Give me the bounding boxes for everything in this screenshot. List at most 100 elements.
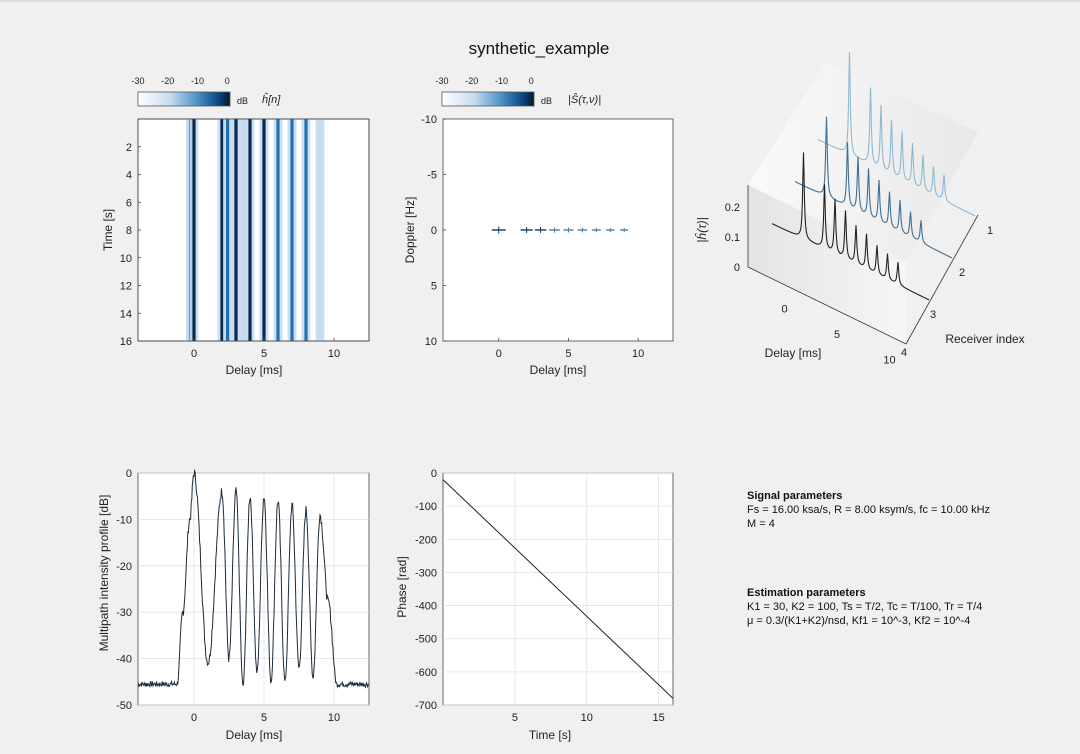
receiver-tick-label: 4 [901,347,907,359]
impulse-image-ylabel: Time [s] [101,209,115,251]
x-tick-label: 0 [191,712,197,724]
y-tick-label: 10 [120,253,132,265]
estimation-parameters-line2: μ = 0.3/(K1+K2)/nsd, Kf1 = 10^-3, Kf2 = … [747,615,970,627]
x-tick-label: 0 [191,348,197,360]
phase-ylabel: Phase [rad] [395,556,409,617]
y-tick-label: -700 [415,700,437,712]
x-tick-label: 10 [328,348,340,360]
delay-stripe [234,119,238,341]
waterfall-series [771,52,976,301]
colorbar-tick-label: -20 [161,76,174,86]
receiver-tick-label: 3 [930,309,936,321]
x-tick-label: 0 [496,348,502,360]
colorbar-left-label: ĥ[n] [262,93,281,106]
colorbar-mid-unit: dB [541,96,552,106]
y-tick-label: 0 [431,225,437,237]
y-tick-label: -50 [116,700,132,712]
delay-stripe [248,119,252,341]
estimation-parameters-heading: Estimation parameters [747,587,866,599]
x-tick-label: 15 [653,712,665,724]
impulse-image-xlabel: Delay [ms] [226,363,283,377]
x-tick-label: 5 [512,712,518,724]
y-tick-label: 0 [431,468,437,480]
scattering-points [491,226,629,234]
waterfall-ylabel: |ĥ(τ)| [694,217,709,242]
colorbar-tick-label: -20 [465,76,478,86]
x-tick-label: 0 [781,303,787,315]
x-tick-label: 5 [261,712,267,724]
waterfall-line-receiver-3 [771,152,930,301]
colorbar-tick-label: -30 [435,76,448,86]
multipath-xlabel: Delay [ms] [226,728,283,742]
delay-stripe [290,119,294,341]
phase-line [442,479,674,699]
colorbar-mid: -30 -20 -10 0 dB |Ŝ(τ,ν)| [435,76,601,107]
y-tick-label: 6 [126,197,132,209]
delay-stripe [262,119,266,341]
y-tick-label: -300 [415,567,437,579]
y-tick-label: 5 [431,281,437,293]
y-tick-label: -10 [116,514,132,526]
delay-stripe [192,119,196,341]
colorbar-mid-label: |Ŝ(τ,ν)| [568,93,601,106]
x-tick-label: 10 [328,712,340,724]
colorbar-tick-label: 0 [529,76,534,86]
waterfall-zlabel: Receiver index [945,332,1024,346]
estimation-parameters-line1: K1 = 30, K2 = 100, Ts = T/2, Tc = T/100,… [747,601,982,613]
y-tick-label: 12 [120,281,132,293]
signal-parameters-line2: M = 4 [747,518,775,530]
multipath-ylabel: Multipath intensity profile [dB] [97,495,111,652]
scattering-ylabel: Doppler [Hz] [403,197,417,264]
z-tick-label: 0.2 [725,202,740,214]
colorbar-left-unit: dB [237,96,248,106]
delay-stripe [220,119,224,341]
y-tick-label: -10 [421,114,437,126]
signal-parameters-line1: Fs = 16.00 ksa/s, R = 8.00 ksym/s, fc = … [747,504,990,516]
y-tick-label: -600 [415,667,437,679]
colorbar-left-ticks: -30 -20 -10 0 [131,76,229,86]
colorbar-tick-label: -30 [131,76,144,86]
panel-receiver-waterfall: 0 5 10 0 0.1 0.2 1 2 3 4 Delay [ms] Receiver inde… [694,52,1025,366]
y-tick-label: -40 [116,654,132,666]
colorbar-mid-ticks: -30 -20 -10 0 [435,76,533,86]
y-tick-label: 8 [126,225,132,237]
multipath-profile-line [137,468,369,689]
y-tick-label: -5 [427,170,437,182]
scattering-xlabel: Delay [ms] [530,363,587,377]
delay-stripe [304,119,308,341]
delay-stripe [318,119,322,341]
y-tick-label: 10 [425,336,437,348]
colorbar-tick-label: 0 [225,76,230,86]
colorbar-left: -30 -20 -10 0 dB ĥ[n] [131,76,281,107]
z-tick-label: 0 [734,262,740,274]
z-tick-label: 0.1 [725,232,740,244]
colorbar-tick-label: -10 [191,76,204,86]
panel-scattering-function: 0 5 10 -10 -5 0 5 10 Delay [ms] Doppler [Hz] [403,114,674,377]
x-tick-label: 5 [565,348,571,360]
figure-title: synthetic_example [469,39,610,58]
panel-multipath-profile: 0 5 10 0 -10 -20 -30 -40 -50 Delay [ms] Multipat… [97,468,370,742]
y-tick-label: 2 [126,142,132,154]
y-tick-label: 16 [120,336,132,348]
receiver-tick-label: 2 [959,267,965,279]
estimation-parameters-block: Estimation parameters K1 = 30, K2 = 100,… [747,587,982,627]
y-tick-label: -30 [116,607,132,619]
x-tick-label: 5 [834,329,840,341]
panel-impulse-image: 0 5 10 2 4 6 8 10 12 14 16 Delay [ms] Time [s] [101,118,370,377]
signal-parameters-heading: Signal parameters [747,490,842,502]
y-tick-label: -400 [415,601,437,613]
phase-xlabel: Time [s] [529,728,571,742]
y-tick-label: 0 [126,468,132,480]
delay-stripe [276,119,280,341]
x-tick-label: 10 [632,348,644,360]
x-tick-label: 10 [883,354,895,366]
delay-path-stripes [186,119,325,341]
colorbar-tick-label: -10 [495,76,508,86]
y-tick-label: -200 [415,534,437,546]
x-tick-label: 5 [261,348,267,360]
y-tick-label: -20 [116,561,132,573]
delay-stripe [241,119,245,341]
waterfall-xlabel: Delay [ms] [765,346,822,360]
y-tick-label: -500 [415,634,437,646]
